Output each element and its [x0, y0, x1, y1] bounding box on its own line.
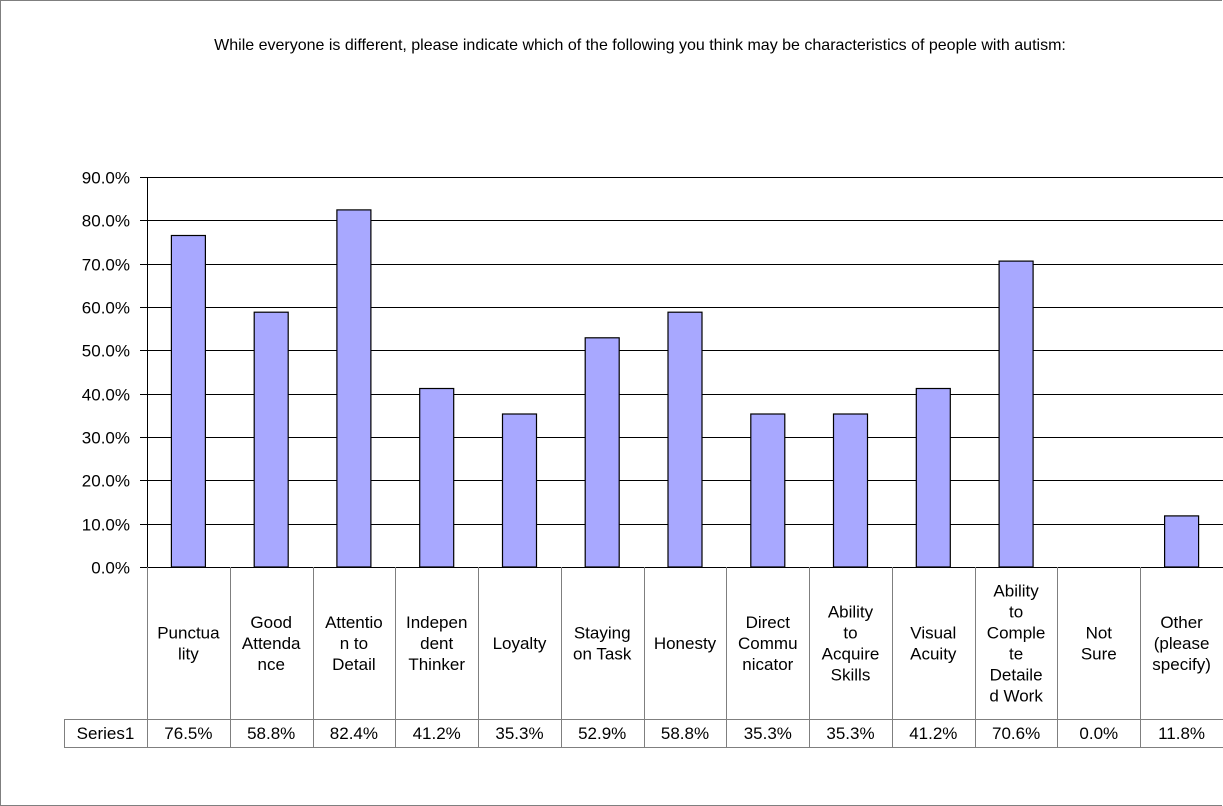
bar: [336, 209, 372, 568]
category-label: Punctua lity: [157, 623, 220, 663]
category-label: Ability to Acquire Skills: [822, 602, 880, 684]
bar: [667, 311, 703, 568]
data-value-label: 58.8%: [247, 724, 295, 743]
y-tick-label: 20.0%: [82, 472, 130, 491]
category-label: Direct Commu nicator: [738, 613, 798, 674]
bar: [170, 234, 206, 568]
y-tick-label: 80.0%: [82, 212, 130, 231]
category-label: Honesty: [654, 634, 717, 653]
y-axis-tick-labels: 0.0% 10.0% 20.0% 30.0% 40.0% 50.0% 60.0% 70.0% 8…: [82, 169, 130, 578]
category-label: Indepen dent Thinker: [406, 613, 467, 674]
category-label: Ability to Comple te Detaile d Work: [987, 581, 1046, 705]
bar: [832, 413, 869, 568]
y-tick-label: 50.0%: [82, 342, 130, 361]
series-name-label: Series1: [77, 724, 135, 743]
data-value-label: 52.9%: [578, 724, 626, 743]
data-value-label: 11.8%: [1158, 724, 1205, 743]
category-label: Loyalty: [493, 634, 547, 653]
y-tick-label: 90.0%: [82, 169, 130, 188]
bar: [998, 260, 1034, 568]
category-label: Not Sure: [1081, 623, 1117, 663]
data-value-label: 0.0%: [1079, 724, 1118, 743]
data-value-label: 41.2%: [909, 724, 957, 743]
bar: [253, 311, 289, 568]
bar: [1163, 515, 1200, 568]
chart-title: While everyone is different, please indi…: [214, 37, 1066, 54]
data-value-label: 70.6%: [992, 724, 1040, 743]
bar: [419, 387, 455, 568]
category-label: Attentio n to Detail: [325, 613, 383, 674]
data-value-label: 58.8%: [661, 724, 709, 743]
data-value-label: 35.3%: [495, 724, 543, 743]
data-value-label: 35.3%: [744, 724, 792, 743]
bars: [170, 209, 1200, 568]
category-label: Other (please specify): [1152, 613, 1211, 674]
category-label: Staying on Task: [573, 623, 632, 663]
data-value-label: 35.3%: [826, 724, 874, 743]
y-tick-label: 70.0%: [82, 256, 130, 275]
data-value-label: 41.2%: [413, 724, 461, 743]
y-tick-label: 0.0%: [91, 559, 130, 578]
category-label: Visual Acuity: [910, 623, 957, 663]
data-value-label: 82.4%: [330, 724, 378, 743]
category-label: Good Attenda nce: [242, 613, 301, 674]
bar: [915, 387, 951, 568]
data-table: Punctua lity Good Attenda nce Attentio n to Det…: [64, 567, 1223, 748]
y-tick-label: 40.0%: [82, 386, 130, 405]
data-value-label: 76.5%: [164, 724, 212, 743]
bar: [501, 413, 538, 568]
y-tick-label: 60.0%: [82, 299, 130, 318]
bar: [584, 337, 620, 568]
y-tick-label: 30.0%: [82, 429, 130, 448]
y-tick-label: 10.0%: [82, 516, 130, 535]
bar: [750, 413, 786, 568]
